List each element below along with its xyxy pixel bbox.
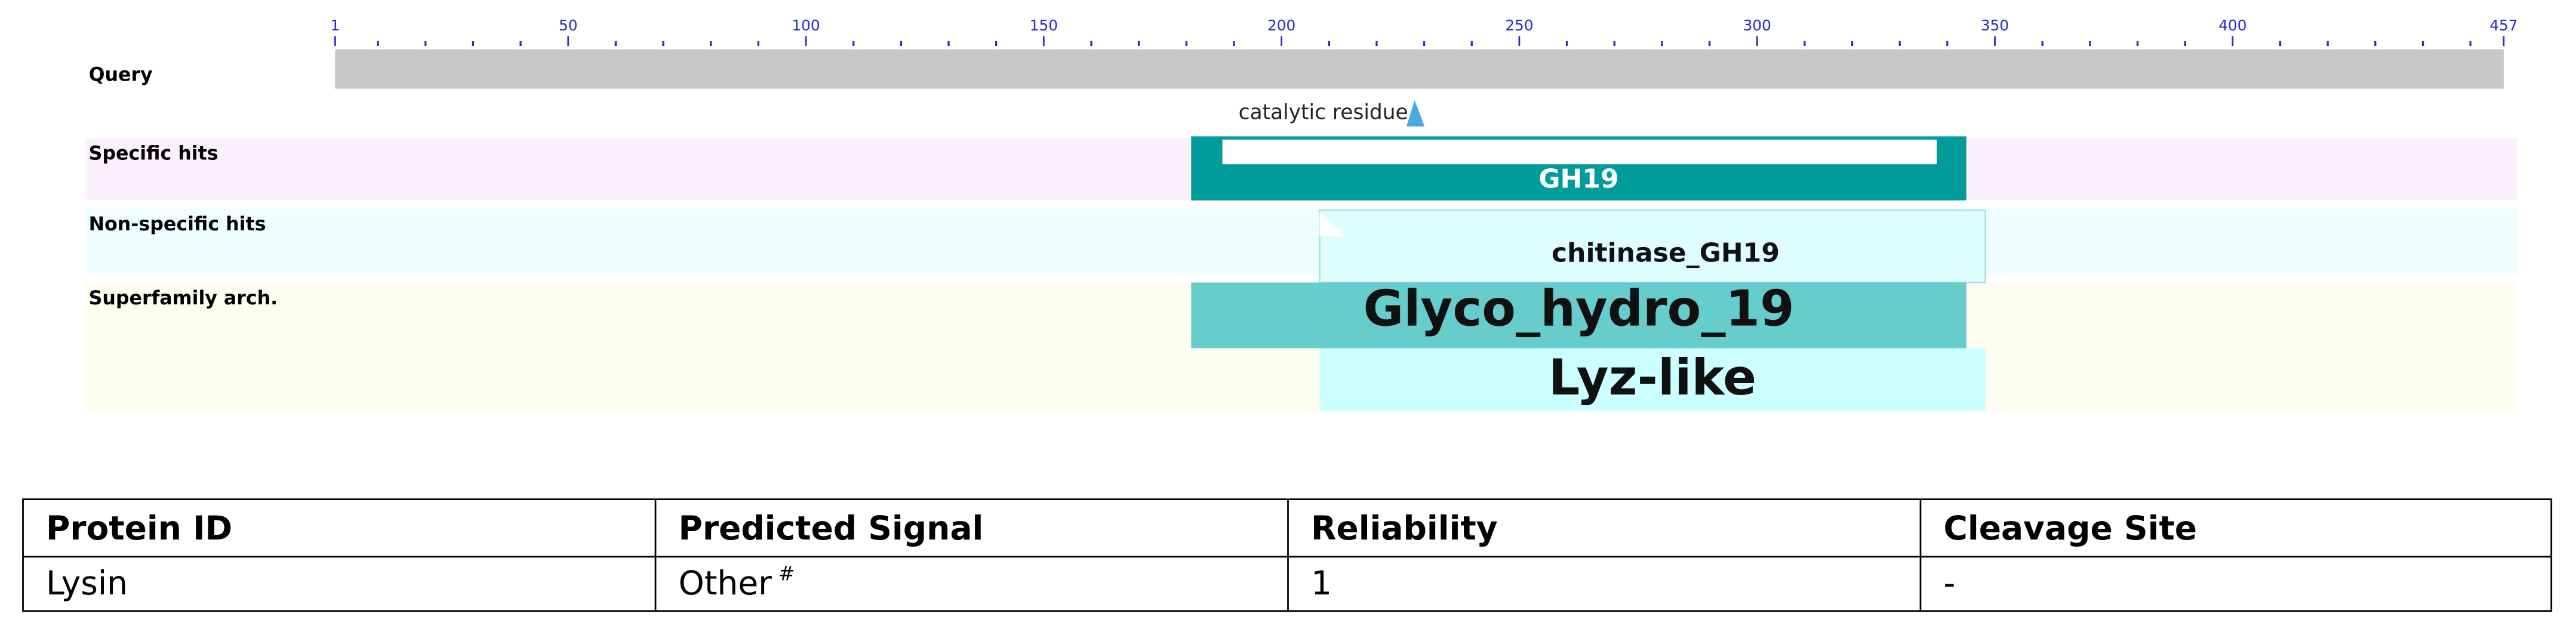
ruler-label: 400 [2218,17,2246,34]
ruler-label: 100 [792,17,820,34]
ruler-label: 200 [1267,17,1295,34]
catalytic-residue-marker [1406,100,1425,127]
domain-name: Glyco_hydro_19 [1364,280,1795,337]
track-label: Specific hits [89,143,218,165]
query-bar [335,49,2504,89]
domain-bar [1191,282,1966,349]
domain-inner [1222,139,1937,165]
table-cell: Lysin [46,564,128,602]
ruler-label: 150 [1030,17,1058,34]
table-header-cell: Cleavage Site [1944,509,2198,547]
domain-name: chitinase_GH19 [1552,238,1780,269]
track-label: Superfamily arch. [89,288,278,309]
ruler-label: 350 [1981,17,2009,34]
table-header-cell: Predicted Signal [679,509,984,547]
table-cell: - [1944,564,1956,602]
ruler-label: 1 [331,17,340,34]
table-header-cell: Protein ID [46,509,232,547]
table-cell: 1 [1311,564,1332,602]
domain-bar [1319,348,1986,411]
table-header-cell: Reliability [1311,509,1498,547]
catalytic-residue-label: catalytic residue [1239,100,1408,124]
ruler-label: 250 [1505,17,1533,34]
ruler-label: 50 [559,17,578,34]
ruler-label: 457 [2489,17,2517,34]
table-cell-text: Other [679,564,773,602]
ruler-label: 300 [1743,17,1771,34]
table-cell-superscript: # [778,561,795,584]
domain-name: GH19 [1538,164,1618,195]
track-background [85,208,2517,275]
query-label: Query [89,64,153,86]
domain-name: Lyz-like [1549,349,1756,406]
track-label: Non-specific hits [89,214,266,235]
domain-notch [1319,212,1346,237]
table-cell: Other # [679,561,795,602]
